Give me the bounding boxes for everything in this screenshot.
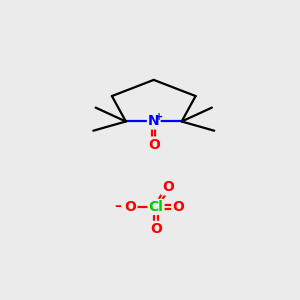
Text: +: + xyxy=(155,112,163,122)
Text: N: N xyxy=(148,115,160,128)
Text: O: O xyxy=(150,222,162,236)
Text: O: O xyxy=(172,200,184,214)
Text: O: O xyxy=(148,138,160,152)
Text: Cl: Cl xyxy=(148,200,164,214)
Text: O: O xyxy=(162,180,174,194)
Text: O: O xyxy=(124,200,136,214)
Text: –: – xyxy=(114,199,121,213)
